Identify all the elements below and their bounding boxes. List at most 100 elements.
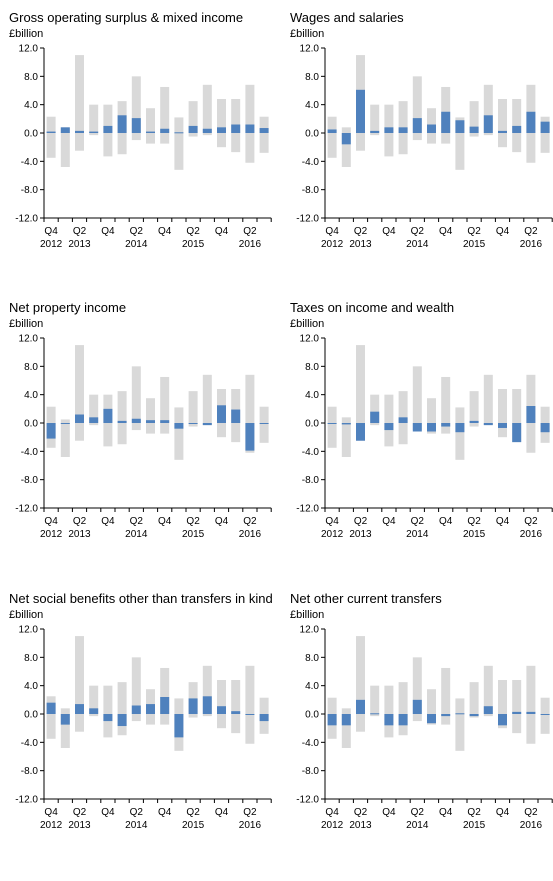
y-tick-label: 12.0 [19,625,39,636]
x-tick-label: Q2 [524,516,538,527]
value-bar [455,120,464,133]
range-bar [160,87,169,144]
value-bar [356,423,365,441]
x-tick-label: Q4 [215,807,229,818]
x-tick-label: Q2 [186,807,200,818]
chart-panel-2: Wages and salaries £billion 12.0 8.0 4.0 0.… [290,10,553,300]
chart-panel-6: Net other current transfers £billion 12.… [290,591,553,881]
y-tick-label: -12.0 [296,504,319,515]
chart-panel-1: Gross operating surplus & mixed income £… [9,10,279,300]
value-bar [217,127,226,133]
y-tick-label: 0.0 [24,710,38,721]
value-bar [526,112,535,133]
value-bar [61,423,70,424]
y-tick-label: 8.0 [24,653,38,664]
value-bar [526,712,535,714]
chart-plot: 12.0 8.0 4.0 0.0 -4.0 -8.0 -12.0 Q4 2012 Q2 2013 Q4… [290,591,553,881]
value-bar [441,423,450,427]
x-tick-label: Q4 [325,516,339,527]
y-tick-label: -4.0 [302,157,320,168]
range-bar [370,105,379,135]
x-tick-label: Q4 [44,807,58,818]
x-tick-year-label: 2016 [520,239,543,250]
y-tick-label: 12.0 [19,334,39,345]
range-bar [146,108,155,143]
value-bar [413,700,422,714]
x-tick-year-label: 2014 [406,239,429,250]
range-bar [455,407,464,459]
x-tick-year-label: 2015 [463,820,486,831]
x-tick-label: Q2 [524,226,538,237]
y-tick-label: 12.0 [19,44,39,55]
range-bar [384,395,393,447]
range-bar [399,682,408,735]
value-bar [189,423,198,424]
chart-plot: 12.0 8.0 4.0 0.0 -4.0 -8.0 -12.0 Q4 2012 Q2 2013 Q4… [9,10,279,300]
value-bar [470,127,479,133]
value-bar [427,423,436,432]
y-tick-label: 8.0 [24,72,38,83]
y-tick-label: -12.0 [296,795,319,806]
x-tick-label: Q2 [411,226,425,237]
range-bar [484,375,493,425]
x-tick-label: Q4 [325,807,339,818]
range-bar [231,680,240,733]
value-bar [512,126,521,133]
value-bar [328,714,337,725]
x-tick-label: Q4 [44,516,58,527]
value-bar [328,129,337,133]
range-bar [384,686,393,738]
value-bar [146,132,155,133]
x-tick-year-label: 2013 [68,820,91,831]
value-bar [342,714,351,725]
x-tick-label: Q4 [325,226,339,237]
x-tick-year-label: 2015 [182,239,205,250]
range-bar [356,636,365,732]
value-bar [132,706,141,715]
x-tick-year-label: 2013 [68,239,91,250]
x-tick-label: Q4 [158,516,172,527]
x-tick-label: Q4 [215,516,229,527]
y-tick-label: 4.0 [24,681,38,692]
value-bar [356,90,365,133]
value-bar [384,423,393,430]
value-bar [231,711,240,714]
y-tick-label: 8.0 [305,653,319,664]
value-bar [498,714,507,725]
y-tick-label: 0.0 [305,129,319,140]
range-bar [146,398,155,433]
y-tick-label: 4.0 [305,100,319,111]
x-tick-label: Q4 [496,516,510,527]
y-tick-label: -8.0 [302,766,320,777]
x-tick-label: Q2 [243,226,257,237]
x-tick-year-label: 2012 [40,529,63,540]
chart-plot: 12.0 8.0 4.0 0.0 -4.0 -8.0 -12.0 Q4 2012 Q2 2013 Q4… [290,10,553,300]
range-bar [75,636,84,732]
value-bar [89,708,98,714]
value-bar [61,714,70,725]
y-tick-label: 4.0 [305,390,319,401]
y-tick-label: -8.0 [302,185,320,196]
range-bar [160,377,169,434]
value-bar [455,713,464,714]
x-tick-label: Q2 [130,807,144,818]
chart-plot: 12.0 8.0 4.0 0.0 -4.0 -8.0 -12.0 Q4 2012 Q2 2013 Q4… [290,300,553,590]
range-bar [47,117,56,158]
value-bar [526,406,535,423]
range-bar [189,391,198,426]
value-bar [61,127,70,133]
x-tick-label: Q4 [158,226,172,237]
value-bar [342,133,351,144]
range-bar [413,366,422,430]
value-bar [413,118,422,133]
y-tick-label: 8.0 [305,72,319,83]
x-tick-label: Q2 [467,516,481,527]
value-bar [427,714,436,723]
x-tick-label: Q2 [354,516,368,527]
value-bar [47,132,56,133]
value-bar [370,412,379,423]
x-tick-year-label: 2012 [40,820,63,831]
y-tick-label: -4.0 [302,738,320,749]
x-tick-label: Q2 [243,516,257,527]
y-tick-label: -8.0 [302,475,320,486]
